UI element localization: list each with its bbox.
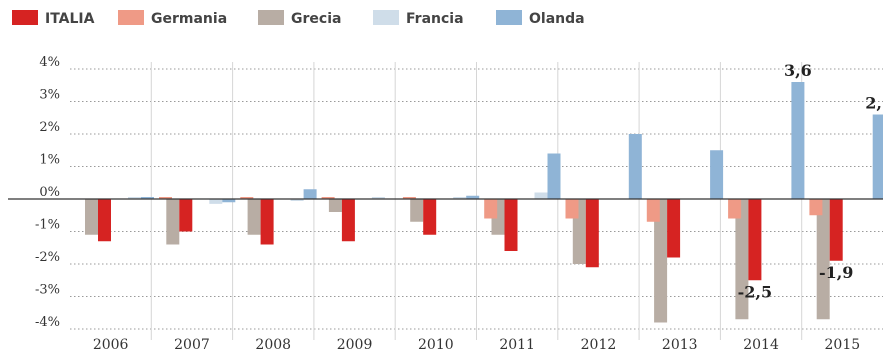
bar-germania-2010 [484, 199, 498, 219]
x-axis: 2006 2007 2008 2009 2010 2011 2012 2013 2014 2015 [93, 337, 860, 353]
bar-grecia-2014 [735, 199, 749, 320]
bar-germania-2006 [159, 197, 172, 199]
bar-olanda-2008 [303, 189, 317, 199]
data-label-olanda-2014: 3,6 [784, 61, 812, 80]
bar-francia-2007 [209, 199, 223, 204]
y-tick-label: 0% [39, 185, 60, 200]
legend-label-grecia: Grecia [291, 11, 341, 27]
bar-italia-2010 [423, 199, 437, 235]
x-tick-label: 2015 [825, 337, 861, 353]
x-tick-label: 2007 [174, 337, 210, 353]
x-tick-label: 2012 [581, 337, 617, 353]
bar-grecia-2007 [166, 199, 180, 245]
y-tick-label: 4% [39, 55, 60, 70]
bar-olanda-2007 [222, 199, 236, 203]
bar-grecia-2015 [816, 199, 830, 320]
bar-italia-2006 [98, 199, 111, 242]
legend-swatch-italia [12, 10, 38, 25]
y-tick-label: 1% [39, 153, 60, 168]
chart-annotations: 3,6 2,6 -2,5 -1,9 [738, 61, 883, 301]
bar-italia-2008 [260, 199, 274, 245]
bar-olanda-2013 [710, 150, 724, 199]
data-label-olanda-2015: 2,6 [865, 94, 883, 113]
bar-grecia-2008 [247, 199, 261, 235]
bar-germania-2009 [402, 197, 416, 199]
bar-francia-2006 [128, 197, 141, 199]
bar-francia-2011 [534, 192, 548, 199]
bar-germania-2013 [728, 199, 742, 219]
bar-italia-2012 [585, 199, 599, 268]
bar-germania-2007 [240, 197, 254, 199]
chart-bars [85, 82, 883, 323]
y-tick-label: -2% [35, 250, 60, 265]
legend-label-germania: Germania [151, 11, 227, 27]
y-tick-label: -3% [35, 283, 60, 298]
x-tick-label: 2009 [337, 337, 373, 353]
bar-germania-2014 [809, 199, 823, 216]
y-tick-label: -1% [35, 218, 60, 233]
bar-olanda-2012 [628, 134, 642, 199]
x-tick-label: 2014 [743, 337, 779, 353]
x-tick-label: 2010 [418, 337, 454, 353]
bar-germania-2011 [565, 199, 579, 219]
bar-italia-2009 [341, 199, 355, 242]
bar-olanda-2006 [141, 197, 154, 199]
y-tick-label: 2% [39, 120, 60, 135]
bar-italia-2007 [179, 199, 193, 232]
bar-italia-2011 [504, 199, 518, 251]
bar-grecia-2013 [654, 199, 668, 323]
data-label-italia-2014: -2,5 [738, 282, 772, 301]
legend-label-italia: ITALIA [45, 11, 95, 27]
bar-italia-2013 [667, 199, 681, 258]
legend-swatch-olanda [496, 10, 522, 25]
chart-legend: ITALIA Germania Grecia Francia Olanda [12, 10, 585, 27]
x-tick-label: 2013 [662, 337, 698, 353]
bar-francia-2008 [290, 199, 304, 201]
y-tick-label: 3% [39, 88, 60, 103]
x-tick-label: 2011 [499, 337, 535, 353]
legend-swatch-francia [373, 10, 399, 25]
bar-grecia-2010 [410, 199, 424, 222]
bar-germania-2012 [646, 199, 660, 222]
legend-label-olanda: Olanda [529, 11, 585, 27]
legend-swatch-grecia [258, 10, 284, 25]
legend-label-francia: Francia [406, 11, 464, 27]
bar-olanda-2010 [466, 195, 480, 199]
data-label-italia-2015: -1,9 [819, 263, 853, 282]
x-tick-label: 2008 [255, 337, 291, 353]
bar-olanda-2011 [547, 153, 561, 199]
bar-italia-2014 [748, 199, 762, 281]
bar-grecia-2006 [85, 199, 98, 235]
y-axis: 4% 3% 2% 1% 0% -1% -2% -3% -4% [35, 55, 60, 330]
bar-francia-2010 [453, 197, 467, 199]
bar-olanda-2014 [791, 82, 805, 199]
legend-swatch-germania [118, 10, 144, 25]
bar-grecia-2009 [328, 199, 342, 212]
bar-olanda-2015 [872, 114, 883, 199]
bar-francia-2009 [371, 197, 385, 199]
y-tick-label: -4% [35, 315, 60, 330]
bar-germania-2008 [321, 197, 335, 199]
bar-italia-2015 [829, 199, 843, 261]
x-tick-label: 2006 [93, 337, 129, 353]
